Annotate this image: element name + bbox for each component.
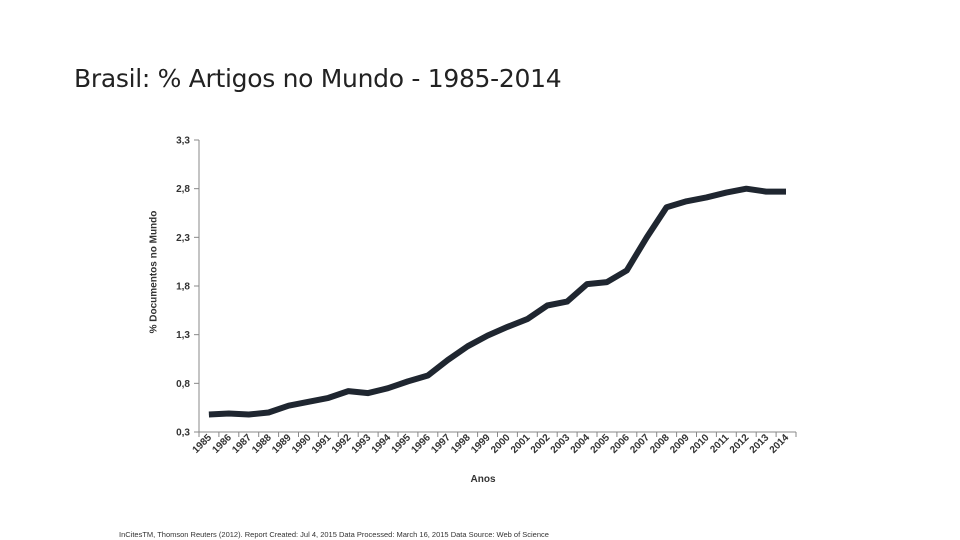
x-tick-label: 1998 xyxy=(449,432,473,456)
series-layer xyxy=(208,185,787,418)
y-tick-label: 0,8 xyxy=(176,379,190,390)
x-tick-label: 1996 xyxy=(409,432,433,456)
y-tick-labels: 3,3 2,8 2,3 1,8 1,3 0,8 0,3 xyxy=(176,136,190,439)
series-line xyxy=(208,185,786,418)
x-tick-label: 2012 xyxy=(728,432,752,456)
x-tick-label: 2000 xyxy=(489,432,513,456)
chart-axes xyxy=(194,139,797,437)
x-tick-label: 1992 xyxy=(330,432,354,456)
x-tick-labels: 1985198619871988198919901991199219931994… xyxy=(191,432,792,456)
x-tick-label: 2006 xyxy=(608,432,632,456)
x-tick-label: 2014 xyxy=(768,432,792,456)
x-tick-label: 2008 xyxy=(648,432,672,456)
x-tick-label: 1985 xyxy=(191,432,215,456)
x-tick-label: 2010 xyxy=(688,432,712,456)
chart-title: Brasil: % Artigos no Mundo - 1985-2014 xyxy=(74,64,562,93)
x-tick-label: 1991 xyxy=(310,432,334,456)
x-tick-label: 2005 xyxy=(589,432,613,456)
x-tick-label: 2007 xyxy=(628,432,652,456)
x-tick-label: 1989 xyxy=(270,432,294,456)
x-tick-label: 2013 xyxy=(748,432,772,456)
x-tick-label: 1993 xyxy=(350,432,374,456)
x-tick-label: 2004 xyxy=(569,432,593,456)
source-note: InCitesTM, Thomson Reuters (2012). Repor… xyxy=(119,530,549,539)
y-tick-label: 0,3 xyxy=(176,428,190,439)
x-tick-label: 1997 xyxy=(429,432,453,456)
x-axis-label: Anos xyxy=(470,474,496,485)
x-tick-label: 1995 xyxy=(390,432,414,456)
x-tick-label: 1986 xyxy=(210,432,234,456)
x-tick-label: 2009 xyxy=(668,432,692,456)
x-tick-label: 1988 xyxy=(250,432,274,456)
y-tick-label: 2,8 xyxy=(176,184,190,195)
x-tick-label: 1999 xyxy=(469,432,493,456)
y-tick-label: 1,8 xyxy=(176,282,190,293)
x-tick-label: 2011 xyxy=(708,432,731,455)
x-tick-label: 2002 xyxy=(529,432,553,456)
y-tick-label: 2,3 xyxy=(176,233,190,244)
x-tick-label: 2001 xyxy=(509,432,533,456)
y-tick-label: 3,3 xyxy=(176,136,190,147)
y-tick-label: 1,3 xyxy=(176,330,190,341)
x-tick-label: 1990 xyxy=(290,432,314,456)
x-tick-label: 2003 xyxy=(549,432,573,456)
x-tick-label: 1987 xyxy=(230,432,254,456)
x-tick-label: 1994 xyxy=(370,432,394,456)
